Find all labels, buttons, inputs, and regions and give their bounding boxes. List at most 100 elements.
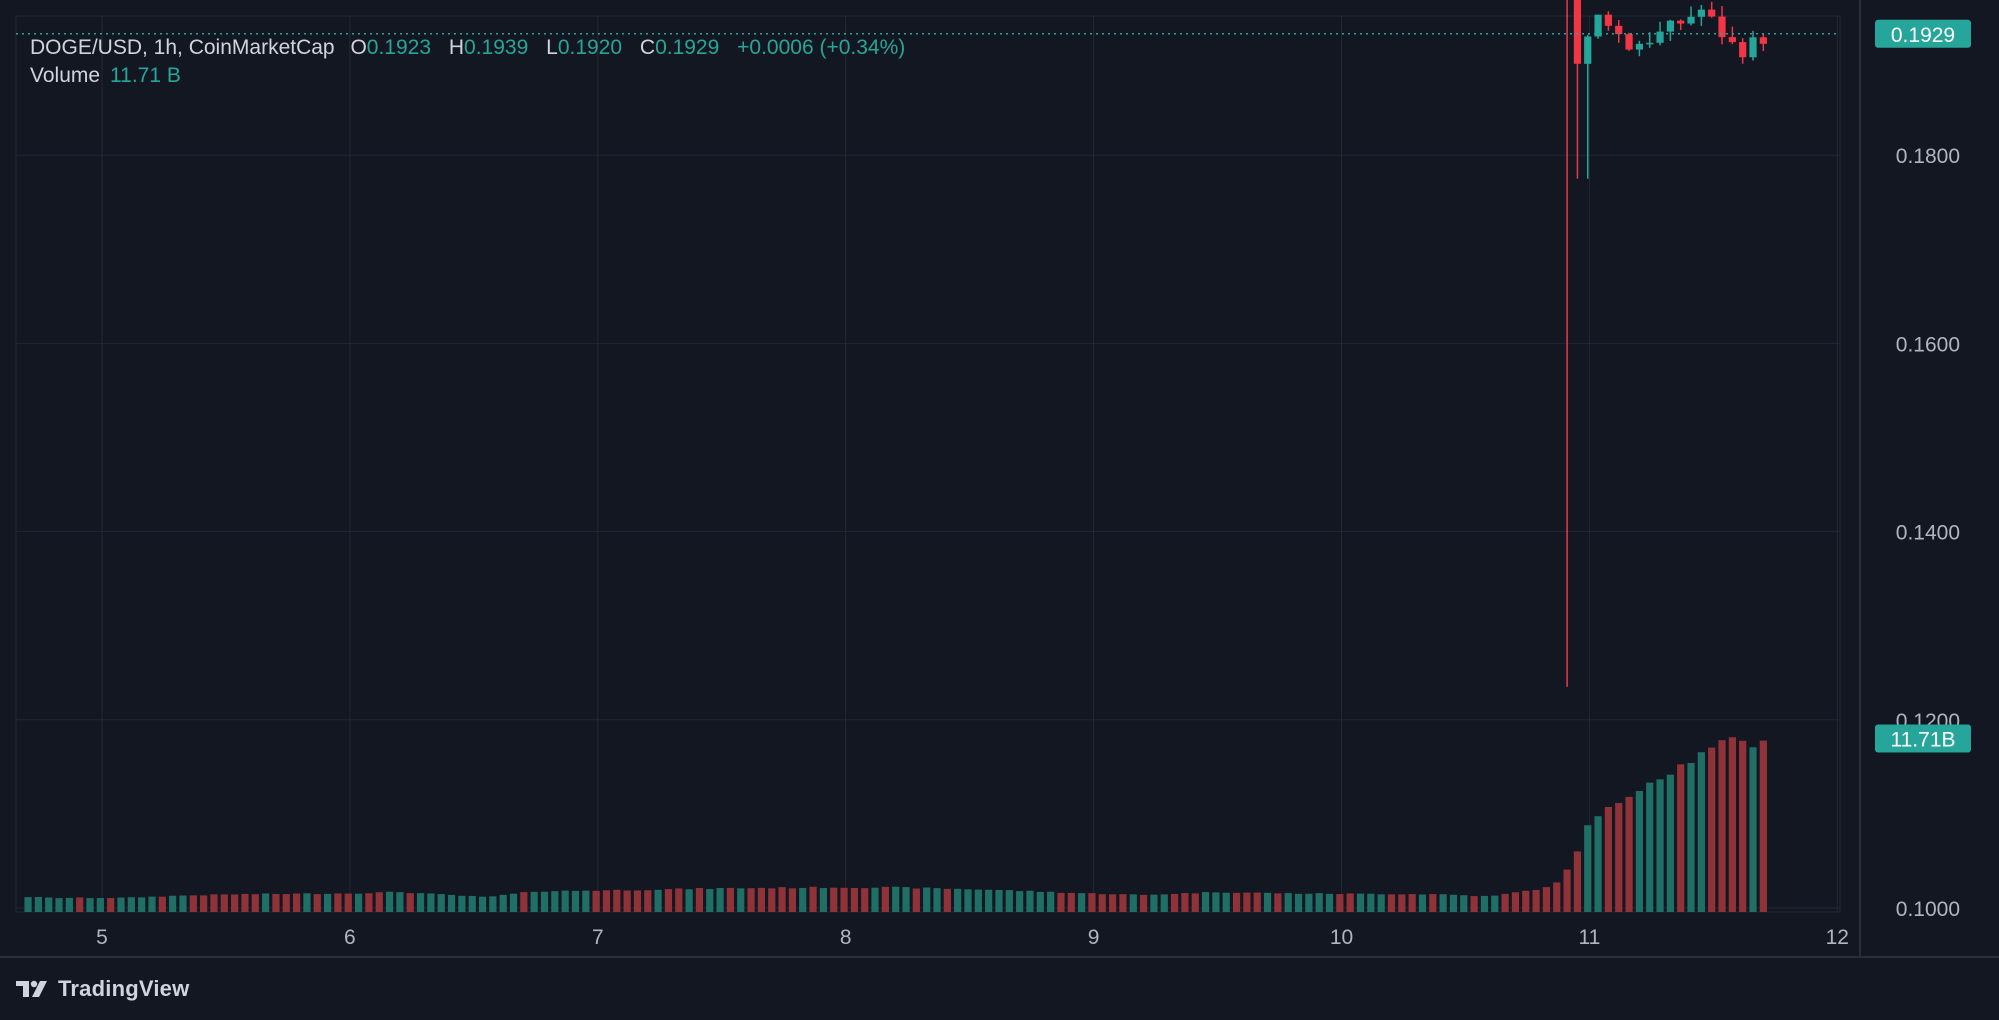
volume-bar [158, 896, 166, 912]
candle-body [1728, 37, 1736, 43]
volume-bar [169, 895, 177, 912]
volume-bar [809, 886, 817, 912]
candlesticks [1566, 0, 1767, 687]
tradingview-logo[interactable]: TradingView [16, 976, 189, 1002]
legend-volume-row: Volume 11.71 B [30, 62, 917, 90]
volume-bar [540, 891, 549, 912]
volume-bar [1047, 891, 1055, 912]
volume-bar [1387, 894, 1396, 912]
volume-bar [406, 893, 414, 912]
volume-bar [1449, 894, 1458, 912]
volume-bar [974, 889, 982, 912]
volume-bar [1480, 895, 1489, 912]
volume-bar [737, 888, 745, 912]
candle-body [1666, 20, 1674, 32]
open-value: 0.1923 [366, 36, 432, 59]
volume-bar [871, 887, 879, 912]
volume-bar [1016, 891, 1024, 912]
volume-bar [34, 896, 42, 912]
volume-value: 11.71 B [110, 64, 181, 87]
candle-body [1749, 37, 1757, 58]
volume-bar [571, 890, 580, 912]
x-tick-label: 7 [592, 926, 604, 949]
close-value: 0.1929 [655, 36, 720, 59]
volume-bar [1005, 890, 1013, 912]
volume-bar [1119, 894, 1127, 912]
price-markers: 0.1929 11.71B [16, 19, 1971, 753]
volume-bar [499, 894, 507, 912]
candle-body [1677, 20, 1685, 24]
volume-bar [1139, 894, 1148, 912]
volume-bar [1346, 893, 1354, 912]
volume-bar [1274, 893, 1282, 912]
volume-bar [706, 888, 714, 912]
volume-bar [313, 894, 321, 912]
y-tick-label: 0.1400 [1896, 522, 1960, 545]
high-label: H [448, 36, 465, 59]
volume-bar [1150, 894, 1158, 912]
candle-body [1656, 31, 1664, 43]
volume-bar [520, 892, 528, 912]
volume-bar [251, 894, 259, 912]
volume-bar [1026, 890, 1034, 912]
volume-bar [365, 893, 373, 912]
x-tick-label: 6 [344, 926, 356, 949]
candle-body [1604, 14, 1613, 26]
volume-bar [489, 896, 497, 912]
volume-bar [1305, 893, 1313, 912]
volume-bar [344, 893, 352, 912]
volume-bar [1625, 796, 1633, 912]
volume-bar [65, 897, 73, 912]
volume-bar [1584, 825, 1592, 912]
volume-bar [602, 890, 611, 912]
volume-bar [881, 886, 889, 912]
volume-bar [1563, 869, 1571, 912]
x-tick-label: 5 [96, 926, 108, 949]
candle-body [1739, 42, 1747, 58]
candle-body [1594, 14, 1602, 37]
candle-body [1687, 16, 1695, 24]
volume-bar [1160, 894, 1168, 912]
volume-bar [1170, 893, 1179, 912]
volume-bar [458, 895, 466, 912]
volume-bar [923, 887, 931, 912]
volume-bar [644, 890, 652, 912]
volume-bar [1460, 895, 1468, 912]
volume-bar [1573, 851, 1582, 912]
volume-bar [1739, 740, 1747, 912]
candle-body [1584, 36, 1592, 64]
volume-bar [1522, 890, 1530, 912]
volume-bar [1109, 894, 1117, 912]
volume-bar [840, 887, 848, 912]
volume-bar [1439, 894, 1447, 912]
volume-bar [200, 895, 208, 912]
volume-bar [995, 889, 1003, 912]
volume-bar [148, 896, 156, 912]
volume-bar [1429, 894, 1437, 912]
volume-bar [1098, 894, 1106, 912]
volume-bar [819, 888, 827, 912]
volume-bar [1129, 894, 1137, 912]
volume-bar [1057, 892, 1065, 912]
volume-bar [1604, 806, 1613, 912]
volume-bar [416, 893, 425, 912]
volume-bar [375, 892, 383, 912]
volume-bar [323, 893, 332, 912]
volume-bar [768, 888, 776, 912]
volume-bar [861, 888, 869, 912]
volume-bar [1325, 893, 1334, 912]
volume-bar [1470, 896, 1478, 912]
volume-bar [799, 887, 807, 912]
volume-bar [1728, 737, 1736, 912]
low-value: 0.1920 [557, 36, 623, 59]
candle-body [1759, 37, 1767, 44]
volume-bar [1708, 747, 1716, 912]
volume-bar [1315, 893, 1323, 912]
x-tick-label: 10 [1330, 926, 1353, 949]
volume-bar [1491, 895, 1499, 912]
volume-bar [912, 888, 920, 912]
volume-bar [788, 888, 797, 912]
volume-bar [509, 893, 518, 912]
volume-bar [76, 897, 84, 912]
